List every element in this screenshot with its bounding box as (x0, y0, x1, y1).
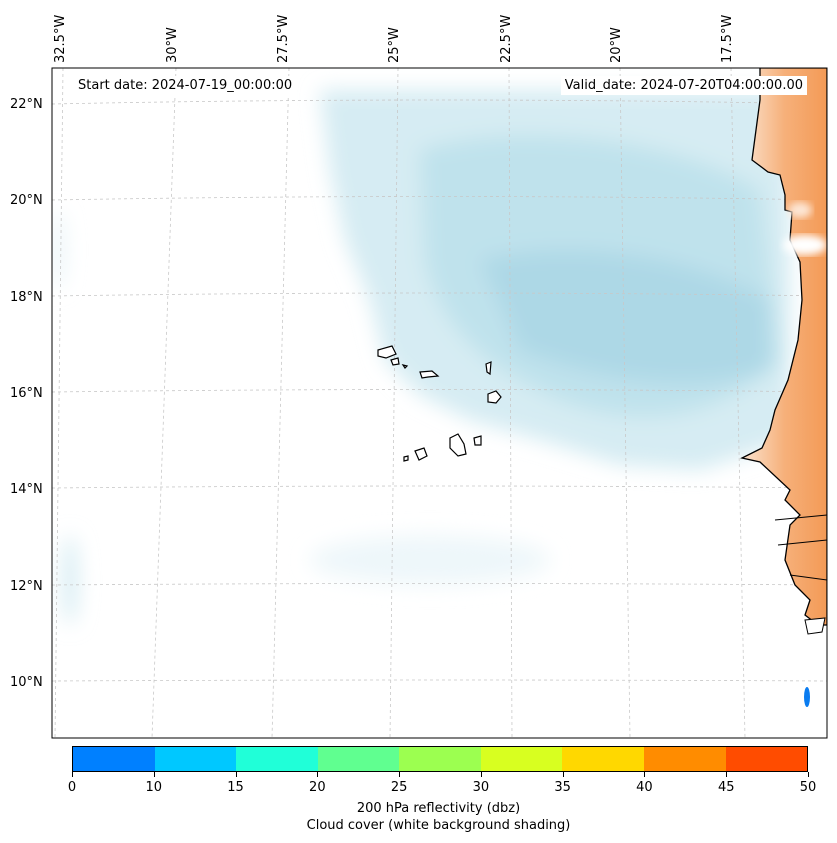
colorbar-tick-label: 45 (717, 780, 735, 795)
colorbar-tick-label: 30 (472, 780, 490, 795)
island-sal (485, 361, 492, 376)
colorbar-cell (317, 747, 400, 771)
colorbar-tick-label: 10 (145, 780, 163, 795)
colorbar-tick-label: 0 (67, 780, 77, 795)
map-frame (51, 67, 828, 739)
colorbar-tick-label: 25 (390, 780, 408, 795)
island-sao-nicolau (419, 370, 440, 379)
colorbar-cell (725, 747, 808, 771)
island-fogo (414, 447, 428, 461)
lon-label-32-5w: 32.5°W (53, 14, 68, 63)
colorbar-tick-label: 40 (636, 780, 653, 795)
lon-label-17-5w: 17.5°W (720, 14, 735, 63)
colorbar-tick (317, 772, 319, 777)
colorbar-tick (644, 772, 646, 777)
lon-label-20w: 20°W (609, 27, 624, 63)
colorbar-label: 200 hPa reflectivity (dbz) (356, 801, 521, 816)
lon-label-27-5w: 27.5°W (276, 14, 291, 63)
colorbar-tick (808, 772, 809, 777)
reflectivity-echo (804, 687, 810, 707)
island-santiago (449, 433, 467, 457)
colorbar-tick-label: 15 (227, 780, 244, 795)
colorbar-cell (399, 747, 481, 771)
colorbar-cell (73, 747, 155, 771)
lon-label-25w: 25°W (387, 27, 402, 63)
lat-label-22n: 22°N (10, 97, 43, 112)
colorbar-tick (726, 772, 728, 777)
start-date-label: Start date: 2024-07-19_00:00:00 (74, 76, 297, 95)
colorbar-cell (643, 747, 726, 771)
lat-label-16n: 16°N (10, 386, 43, 401)
colorbar-tick (235, 772, 237, 777)
lon-label-22-5w: 22.5°W (499, 14, 514, 63)
colorbar-sublabel: Cloud cover (white background shading) (306, 818, 571, 833)
colorbar-tick (562, 772, 564, 777)
lat-label-12n: 12°N (10, 579, 43, 594)
colorbar-tick-label: 20 (309, 780, 326, 795)
graticule (52, 68, 827, 738)
colorbar-tick (399, 772, 401, 777)
island-maio (473, 435, 482, 446)
africa-coast (740, 68, 827, 635)
colorbar (72, 746, 808, 772)
colorbar-cell (480, 747, 563, 771)
colorbar-cell (236, 747, 318, 771)
island-brava (403, 455, 409, 462)
colorbar-cell (562, 747, 644, 771)
colorbar-tick (153, 772, 155, 777)
colorbar-tick (72, 772, 73, 777)
colorbar-cell (154, 747, 237, 771)
island-santo-antao (377, 345, 397, 359)
lat-label-10n: 10°N (10, 675, 43, 690)
lon-label-30w: 30°W (165, 27, 180, 63)
island-santa-luzia (401, 364, 409, 369)
valid-date-label: Valid_date: 2024-07-20T04:00:00.00 (560, 76, 807, 95)
colorbar-tick-label: 35 (554, 780, 571, 795)
colorbar-tick (480, 772, 482, 777)
island-boa-vista (487, 390, 502, 404)
colorbar-tick-label: 50 (799, 780, 817, 795)
lat-label-14n: 14°N (10, 482, 43, 497)
cape-verde-islands (377, 345, 502, 462)
lat-label-20n: 20°N (10, 193, 43, 208)
island-sao-vicente (390, 357, 400, 366)
lat-label-18n: 18°N (10, 290, 43, 305)
